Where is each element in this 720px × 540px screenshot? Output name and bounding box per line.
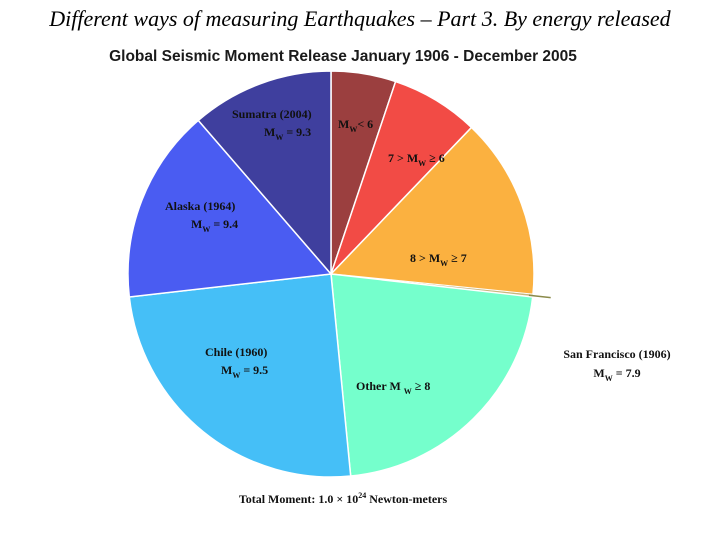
slice-label-alaska-text: Alaska (1964) xyxy=(165,199,235,213)
slice-label-alaska-text: M xyxy=(191,217,202,231)
slice-label-sumatra-subscript: W xyxy=(275,133,283,142)
slice-label-mw-lt-6-value: < 6 xyxy=(357,117,373,131)
slice-label-mw-7-8: 8 > MW ≥ 7 xyxy=(410,251,467,268)
slice-label-chile-text: Chile (1960) xyxy=(205,345,267,359)
total-moment-exponent: 24 xyxy=(358,491,366,500)
slice-label-mw-6-7: 7 > MW ≥ 6 xyxy=(388,151,445,168)
slice-label-mw-lt-6-subscript: W xyxy=(349,125,357,134)
slide-title: Different ways of measuring Earthquakes … xyxy=(49,6,671,31)
slice-label-san-francisco-text: M xyxy=(593,366,604,380)
total-moment-prefix: Total Moment: 1.0 × 10 xyxy=(239,492,358,506)
slice-label-sumatra: Sumatra (2004) MW = 9.3 xyxy=(232,107,312,142)
pie-slice-other xyxy=(330,273,534,477)
slice-label-chile-text: M xyxy=(221,363,232,377)
total-moment-suffix: Newton-meters xyxy=(366,492,447,506)
slice-label-other-text: Other M xyxy=(356,379,404,393)
chart-title: Global Seismic Moment Release January 19… xyxy=(109,48,577,65)
slice-label-san-francisco-value: = 7.9 xyxy=(613,366,641,380)
slice-label-mw-6-7-subscript: W xyxy=(418,159,426,168)
slice-label-mw-6-7-value: ≥ 6 xyxy=(426,151,445,165)
pie-slice-mw-7-8 xyxy=(329,126,535,296)
pie-slices xyxy=(127,70,535,478)
slice-label-sumatra-text: Sumatra (2004) xyxy=(232,107,312,121)
san-francisco-leader-line xyxy=(528,294,551,299)
slice-label-mw-7-8-value: ≥ 7 xyxy=(448,251,467,265)
total-moment-note: Total Moment: 1.0 × 1024 Newton-meters xyxy=(239,491,448,506)
slice-label-other: Other M W ≥ 8 xyxy=(356,379,430,396)
slice-label-mw-7-8-subscript: W xyxy=(440,259,448,268)
slice-label-other-subscript: W xyxy=(404,387,412,396)
slice-label-chile-value: = 9.5 xyxy=(240,363,268,377)
slice-label-other-value: ≥ 8 xyxy=(412,379,431,393)
pie-slice-sumatra xyxy=(197,70,332,277)
slice-label-chile: Chile (1960) MW = 9.5 xyxy=(205,345,268,380)
slice-label-mw-lt-6-text: M xyxy=(338,117,349,131)
slice-label-mw-6-7-text: 7 > M xyxy=(388,151,418,165)
slice-label-chile-subscript: W xyxy=(232,371,240,380)
slice-label-san-francisco-text: San Francisco (1906) xyxy=(563,347,670,361)
slice-label-alaska: Alaska (1964) MW = 9.4 xyxy=(165,199,238,234)
pie-slice-chile xyxy=(128,273,352,478)
slice-label-san-francisco-subscript: W xyxy=(605,374,613,383)
slice-label-san-francisco: San Francisco (1906) MW = 7.9 xyxy=(563,347,670,383)
slice-label-mw-7-8-text: 8 > M xyxy=(410,251,440,265)
slice-label-sumatra-value: = 9.3 xyxy=(283,125,311,139)
slice-label-alaska-subscript: W xyxy=(202,225,210,234)
slice-label-mw-lt-6: MW< 6 xyxy=(338,117,373,134)
pie-slice-alaska xyxy=(127,119,333,298)
slice-label-alaska-value: = 9.4 xyxy=(210,217,238,231)
slice-label-sumatra-text: M xyxy=(264,125,275,139)
